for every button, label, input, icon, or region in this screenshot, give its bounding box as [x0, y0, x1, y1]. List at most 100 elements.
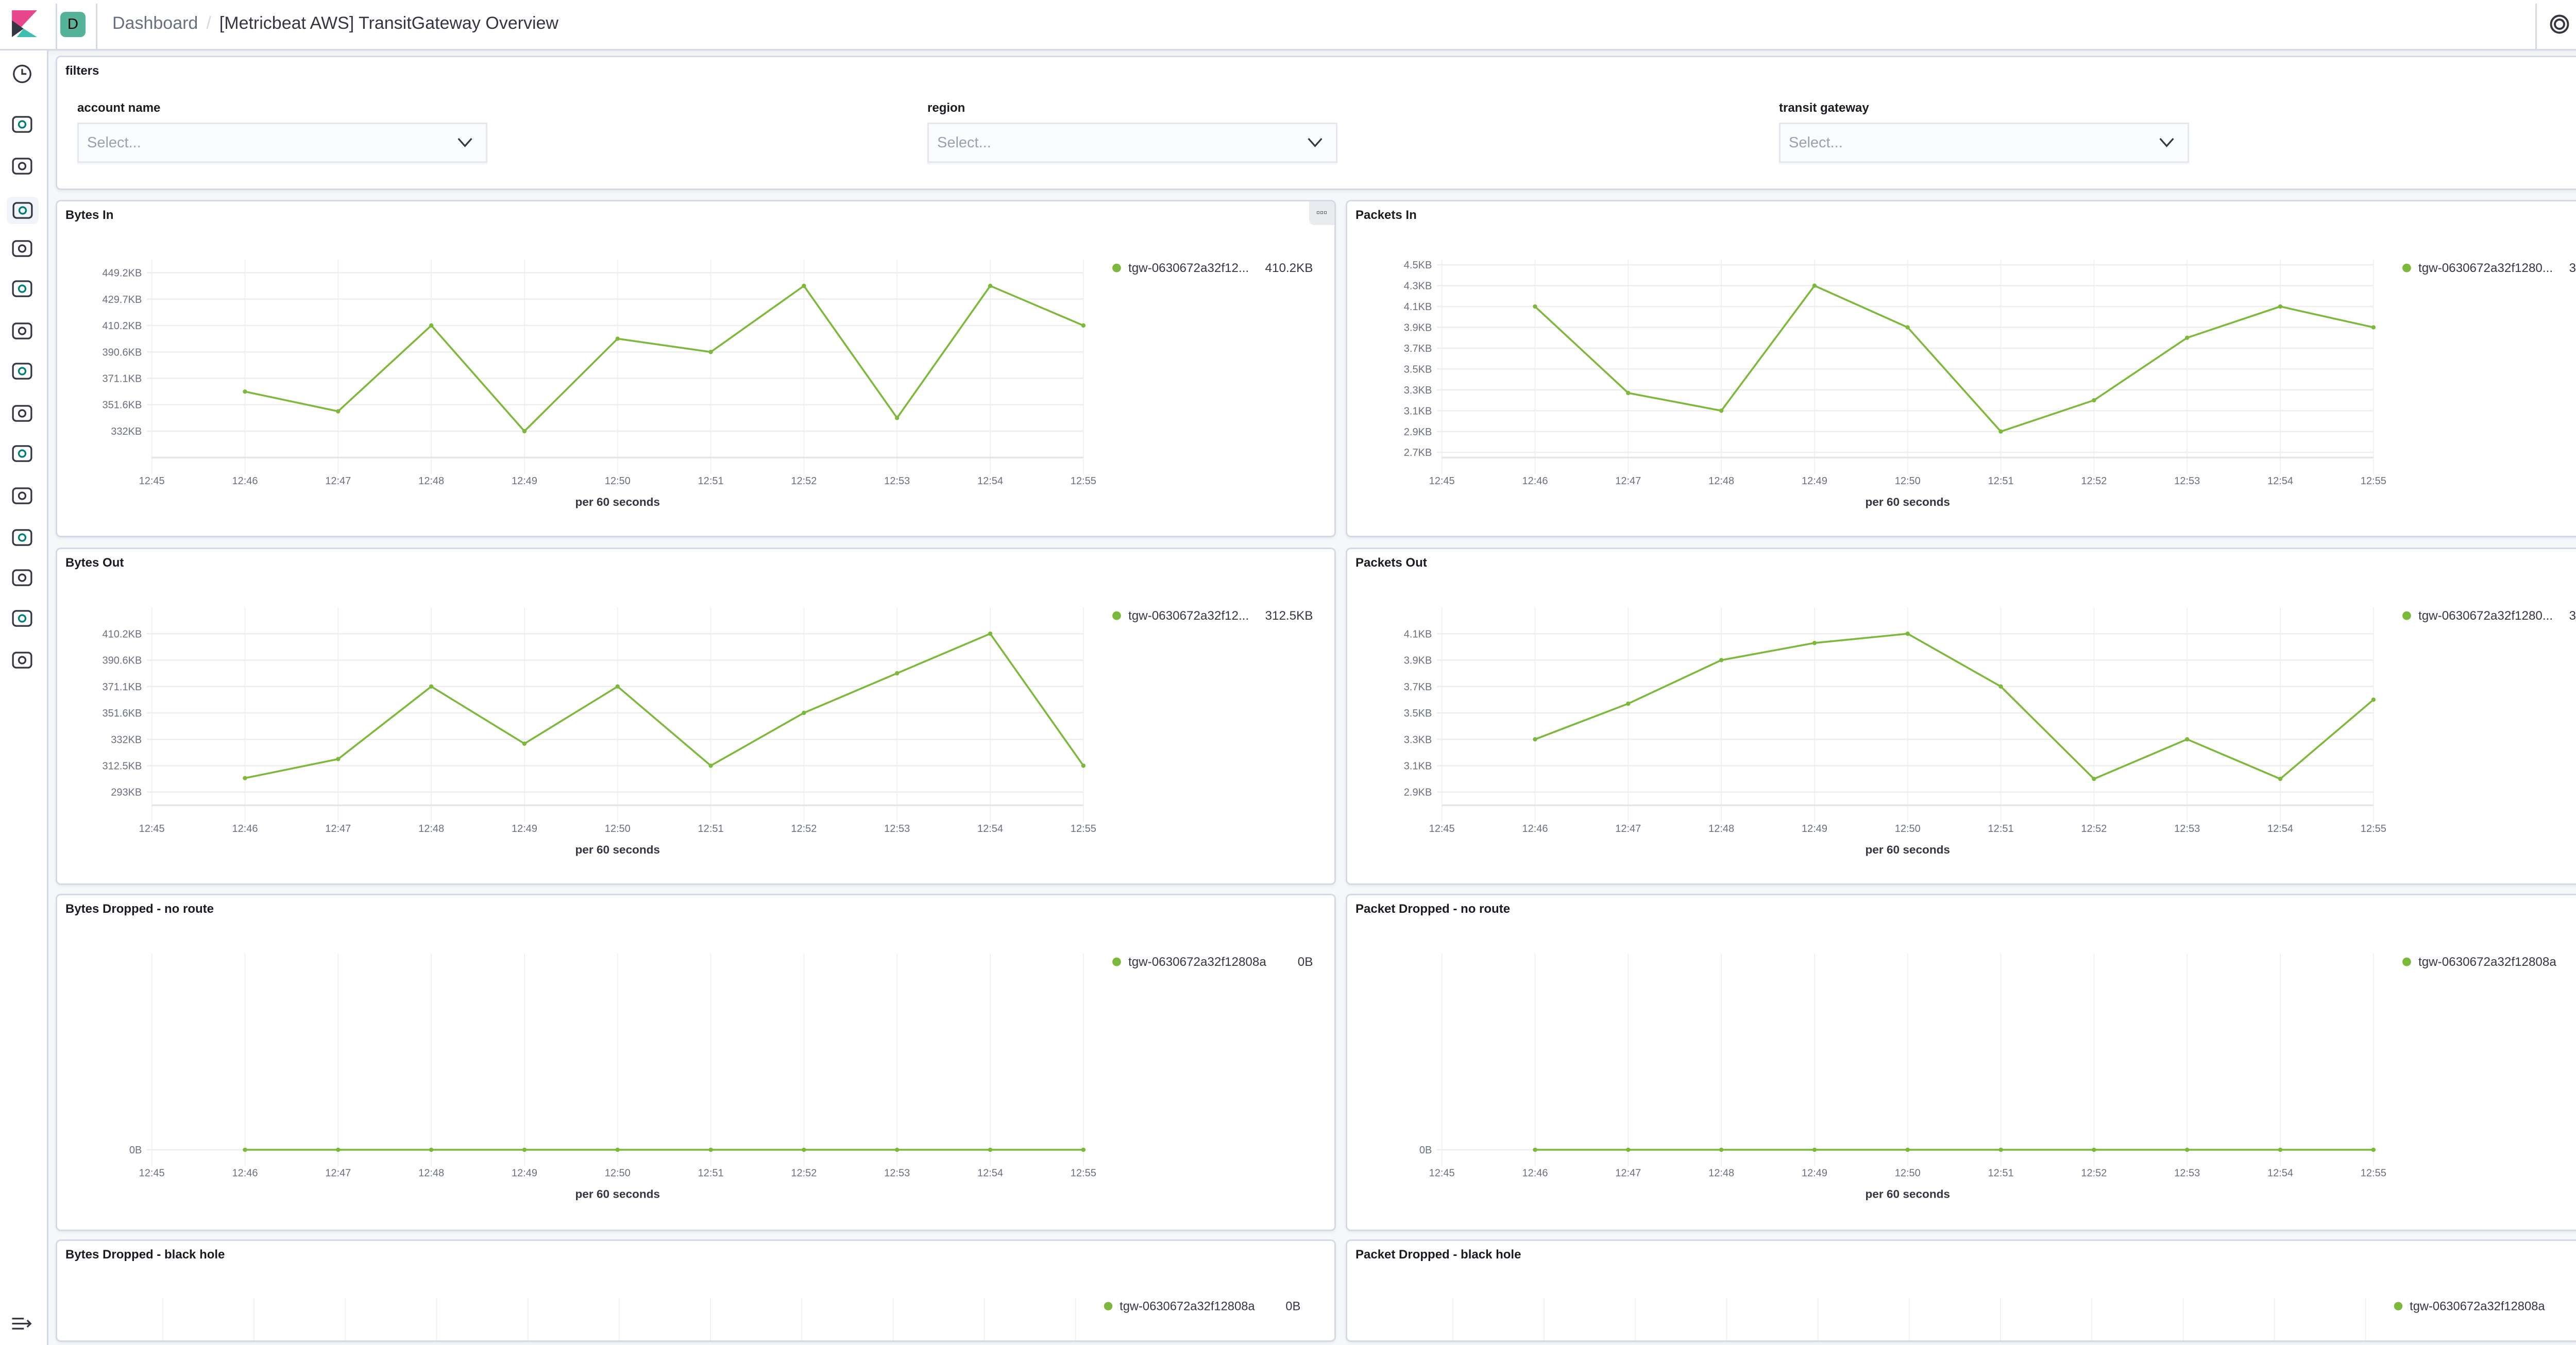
select-placeholder: Select...	[87, 134, 141, 151]
y-tick-label: 429.7KB	[103, 294, 142, 305]
x-tick-label: 12:52	[2081, 475, 2107, 487]
ml-icon[interactable]	[10, 321, 34, 341]
x-tick-label: 12:49	[512, 475, 537, 487]
panel-options-menu-icon[interactable]: ▫▫▫	[1309, 201, 1334, 225]
x-tick-label: 12:49	[1802, 1168, 1827, 1179]
y-tick-label: 293KB	[111, 787, 142, 798]
data-point	[243, 389, 247, 394]
infrastructure-icon[interactable]	[10, 361, 34, 381]
data-point	[988, 1147, 993, 1152]
select-placeholder: Select...	[1789, 134, 1843, 151]
x-tick-label: 12:53	[884, 1168, 910, 1179]
monitoring-icon[interactable]	[10, 608, 34, 628]
data-point	[1905, 325, 1910, 330]
data-point	[2371, 697, 2376, 702]
data-point	[1626, 701, 1631, 706]
data-point	[336, 757, 341, 761]
data-point	[615, 1147, 620, 1152]
discover-compass-icon[interactable]	[10, 114, 34, 134]
data-point	[802, 283, 806, 288]
data-point	[2278, 776, 2283, 781]
panel-title: Packet Dropped - black hole	[1355, 1248, 1521, 1262]
canvas-icon[interactable]	[10, 239, 34, 259]
x-tick-label: 12:55	[2361, 475, 2386, 487]
legend-series-name: tgw-0630672a32f12808a	[1128, 955, 1266, 969]
filter-label: account name	[77, 101, 161, 115]
apm-icon[interactable]	[10, 444, 34, 464]
x-tick-label: 12:53	[884, 475, 910, 487]
x-tick-label: 12:49	[1802, 475, 1827, 487]
panel-title: Packets In	[1355, 208, 1417, 222]
x-tick-label: 12:45	[1429, 1168, 1455, 1179]
collapse-menu-icon[interactable]	[10, 1314, 34, 1334]
legend-series-value: 410.2KB	[1265, 261, 1313, 275]
data-point	[1533, 304, 1537, 309]
recent-clock-icon[interactable]	[10, 64, 34, 84]
data-point	[1626, 390, 1631, 396]
x-tick-label: 12:47	[1615, 823, 1641, 835]
chevron-down-icon	[1308, 138, 1323, 147]
filter-label: transit gateway	[1779, 101, 1869, 115]
x-tick-label: 12:45	[139, 823, 165, 835]
x-tick-label: 12:49	[1802, 823, 1827, 835]
x-tick-label: 12:49	[512, 823, 537, 835]
uptime-icon[interactable]	[10, 486, 34, 506]
x-tick-label: 12:55	[1071, 475, 1096, 487]
x-tick-label: 12:55	[2361, 823, 2386, 835]
x-axis-title: per 60 seconds	[575, 1188, 660, 1201]
x-tick-label: 12:50	[1895, 475, 1921, 487]
kibana-logo-icon[interactable]	[12, 10, 37, 37]
legend-series-value: 312.5KB	[1265, 609, 1313, 623]
legend-color-dot	[2402, 263, 2411, 273]
header-divider	[2535, 4, 2537, 49]
data-point	[2092, 1147, 2096, 1152]
panel-title: Bytes Dropped - black hole	[65, 1248, 225, 1262]
data-point	[1905, 1147, 1910, 1152]
y-tick-label: 390.6KB	[103, 347, 142, 358]
help-lifebuoy-icon[interactable]	[2549, 13, 2570, 35]
space-avatar[interactable]: D	[60, 12, 86, 37]
line-chart: 332KB 351.6KB 371.1KB 390.6KB 410.2KB 429.7KB…	[103, 260, 1313, 508]
logs-icon[interactable]	[10, 403, 34, 423]
data-point	[336, 1147, 341, 1152]
y-tick-label: 4.1KB	[1404, 628, 1432, 640]
select-placeholder: Select...	[937, 134, 991, 151]
maps-icon[interactable]	[10, 279, 34, 299]
y-tick-label: 0B	[129, 1145, 142, 1156]
y-tick-label: 351.6KB	[103, 400, 142, 411]
x-tick-label: 12:46	[232, 823, 258, 835]
filter-select[interactable]: Select...	[927, 123, 1337, 163]
x-tick-label: 12:48	[418, 475, 444, 487]
filter-select[interactable]: Select...	[77, 123, 487, 163]
x-tick-label: 12:47	[325, 475, 351, 487]
management-gear-icon[interactable]	[10, 650, 34, 670]
x-tick-label: 12:48	[418, 1168, 444, 1179]
y-tick-label: 3.5KB	[1404, 364, 1432, 375]
x-tick-label: 12:46	[1522, 475, 1548, 487]
legend-color-dot	[2402, 957, 2411, 966]
y-tick-label: 390.6KB	[103, 655, 142, 667]
y-tick-label: 3.9KB	[1404, 322, 1432, 334]
y-tick-label: 410.2KB	[103, 320, 142, 332]
siem-icon[interactable]	[10, 527, 34, 548]
data-point	[708, 1147, 713, 1152]
data-point	[615, 336, 620, 341]
data-point	[1812, 1147, 1817, 1152]
x-tick-label: 12:51	[698, 1168, 724, 1179]
x-tick-label: 12:48	[1708, 823, 1734, 835]
x-tick-label: 12:55	[1071, 1168, 1096, 1179]
filter-select[interactable]: Select...	[1779, 123, 2189, 163]
x-tick-label: 12:46	[232, 1168, 258, 1179]
x-tick-label: 12:54	[977, 475, 1003, 487]
data-point	[2092, 398, 2096, 403]
x-tick-label: 12:54	[2267, 1168, 2293, 1179]
dev-tools-icon[interactable]	[10, 568, 34, 588]
data-point	[2278, 304, 2283, 309]
visualize-icon[interactable]	[10, 156, 34, 176]
dashboard-icon[interactable]	[7, 197, 39, 224]
breadcrumb-dashboard[interactable]: Dashboard	[112, 13, 198, 33]
chart-panel: Bytes Dropped - no route 0B 12:45 12:46 12:4…	[56, 894, 1336, 1231]
data-point	[243, 1147, 247, 1152]
breadcrumb-separator: /	[206, 13, 211, 33]
